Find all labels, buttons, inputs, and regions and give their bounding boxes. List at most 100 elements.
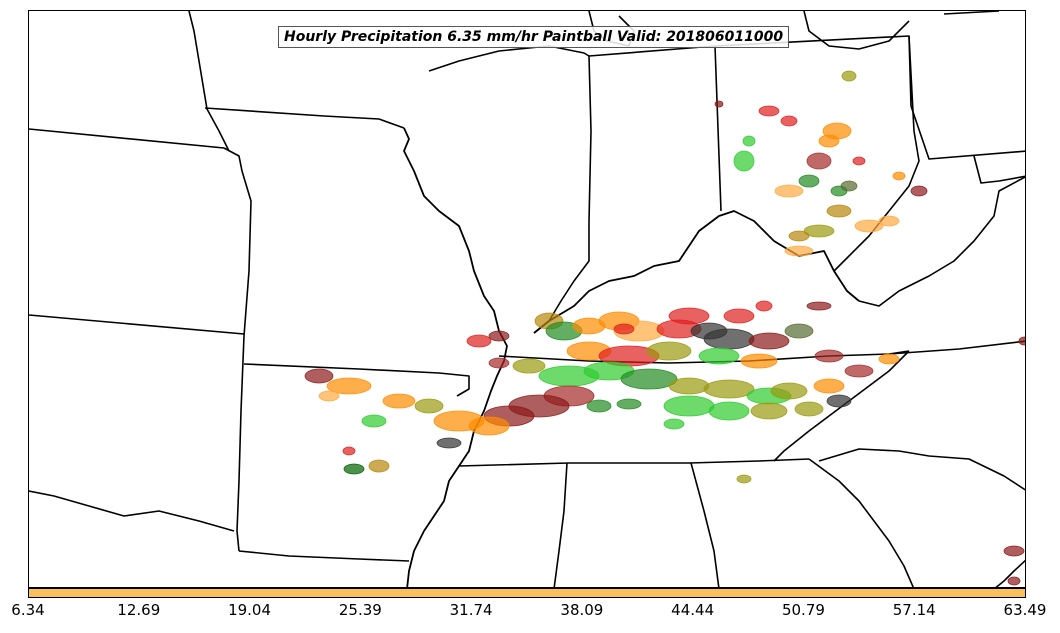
precip-blob xyxy=(878,353,900,365)
precip-blob xyxy=(794,401,824,417)
precip-blob xyxy=(433,410,485,432)
boundary-line xyxy=(29,314,245,335)
boundary-line xyxy=(29,128,225,149)
precip-blob xyxy=(822,122,852,140)
lake-shore xyxy=(943,11,1000,15)
precip-blob xyxy=(466,334,492,348)
colorbar xyxy=(28,588,1026,598)
colorbar-tick-label: 44.44 xyxy=(671,601,715,619)
precip-blob xyxy=(748,332,790,350)
precip-blob xyxy=(784,245,814,257)
precip-blob xyxy=(910,185,928,197)
precip-blob xyxy=(723,308,755,324)
boundary-line xyxy=(236,335,245,552)
boundary-line xyxy=(553,462,568,587)
precip-blob xyxy=(668,307,710,325)
colorbar-tick-label: 25.39 xyxy=(338,601,382,619)
boundary-line xyxy=(533,55,592,334)
precip-blob xyxy=(774,184,804,198)
precip-blob xyxy=(668,377,710,395)
river-mississippi xyxy=(403,127,508,587)
boundary-line xyxy=(818,448,1025,491)
precip-blob xyxy=(368,459,390,473)
precip-blob xyxy=(770,382,808,400)
boundary-line xyxy=(690,462,720,587)
boundary-line xyxy=(188,11,230,152)
precip-blob xyxy=(750,402,788,420)
river-ohio xyxy=(533,210,860,334)
precip-blob xyxy=(326,377,372,395)
precip-blob xyxy=(703,379,755,399)
map-panel: Hourly Precipitation 6.35 mm/hr Paintbal… xyxy=(28,10,1026,588)
precip-blob xyxy=(488,357,510,369)
precip-blob xyxy=(343,463,365,475)
map-canvas xyxy=(29,11,1025,587)
colorbar-tick-label: 31.74 xyxy=(449,601,493,619)
boundary-line xyxy=(910,105,1025,160)
precip-blob xyxy=(806,301,832,311)
colorbar-tick-label: 19.04 xyxy=(228,601,272,619)
boundary-line xyxy=(458,458,810,467)
precip-blob xyxy=(755,300,773,312)
precip-blob xyxy=(840,180,858,192)
precip-blob xyxy=(304,368,334,384)
precip-blob xyxy=(788,230,810,242)
precip-blob xyxy=(616,398,642,410)
boundary-line xyxy=(773,350,910,462)
state-boundaries xyxy=(29,11,1025,587)
boundary-line xyxy=(808,458,915,587)
precip-blob xyxy=(620,368,678,390)
precip-blob xyxy=(613,323,635,335)
precip-blob xyxy=(892,171,906,181)
map-title: Hourly Precipitation 6.35 mm/hr Paintbal… xyxy=(278,26,790,48)
precip-blob xyxy=(814,349,844,363)
precip-blob xyxy=(1003,545,1025,557)
boundary-line xyxy=(243,363,470,397)
precip-blob xyxy=(714,100,724,108)
colorbar-tick-label: 63.49 xyxy=(1003,601,1047,619)
precip-blob xyxy=(742,135,756,147)
precip-blob xyxy=(663,395,715,417)
precip-blob xyxy=(740,353,778,369)
boundary-line xyxy=(428,45,590,72)
precip-blob xyxy=(512,358,546,374)
precip-blob xyxy=(780,115,798,127)
precip-blob xyxy=(841,70,857,82)
boundary-line xyxy=(973,155,1025,184)
precip-blob xyxy=(736,474,752,484)
colorbar-tick-label: 50.79 xyxy=(781,601,825,619)
precip-blob xyxy=(436,437,462,449)
precip-blob xyxy=(703,328,755,350)
colorbar-tick-label: 57.14 xyxy=(892,601,936,619)
boundary-line xyxy=(888,340,1025,355)
precip-blob xyxy=(361,414,387,428)
boundary-line xyxy=(858,176,1025,307)
lake-shore xyxy=(803,11,910,50)
boundary-line xyxy=(238,550,410,562)
boundary-line xyxy=(204,107,405,129)
coastline xyxy=(995,559,1025,587)
precip-blob xyxy=(646,341,692,361)
colorbar-tick-label: 12.69 xyxy=(117,601,161,619)
precip-blob xyxy=(488,330,510,342)
precip-blob xyxy=(663,418,685,430)
precip-blob xyxy=(878,215,900,227)
precip-blob xyxy=(414,398,444,414)
colorbar-tick-label: 38.09 xyxy=(560,601,604,619)
precip-blob xyxy=(806,152,832,170)
precip-blob xyxy=(1018,336,1025,346)
precip-blob xyxy=(852,156,866,166)
boundary-line xyxy=(223,147,252,337)
precipitation-paintball-layer xyxy=(304,70,1025,586)
precip-blob xyxy=(698,347,740,365)
precip-blob xyxy=(798,174,820,188)
precip-blob xyxy=(803,224,835,238)
precip-blob xyxy=(854,219,884,233)
precip-blob xyxy=(758,105,780,117)
precip-blob xyxy=(318,390,340,402)
precip-blob xyxy=(826,394,852,408)
precip-blob xyxy=(382,393,416,409)
precip-blob xyxy=(708,401,750,421)
precip-blob xyxy=(1007,576,1021,586)
boundary-line xyxy=(588,45,722,212)
